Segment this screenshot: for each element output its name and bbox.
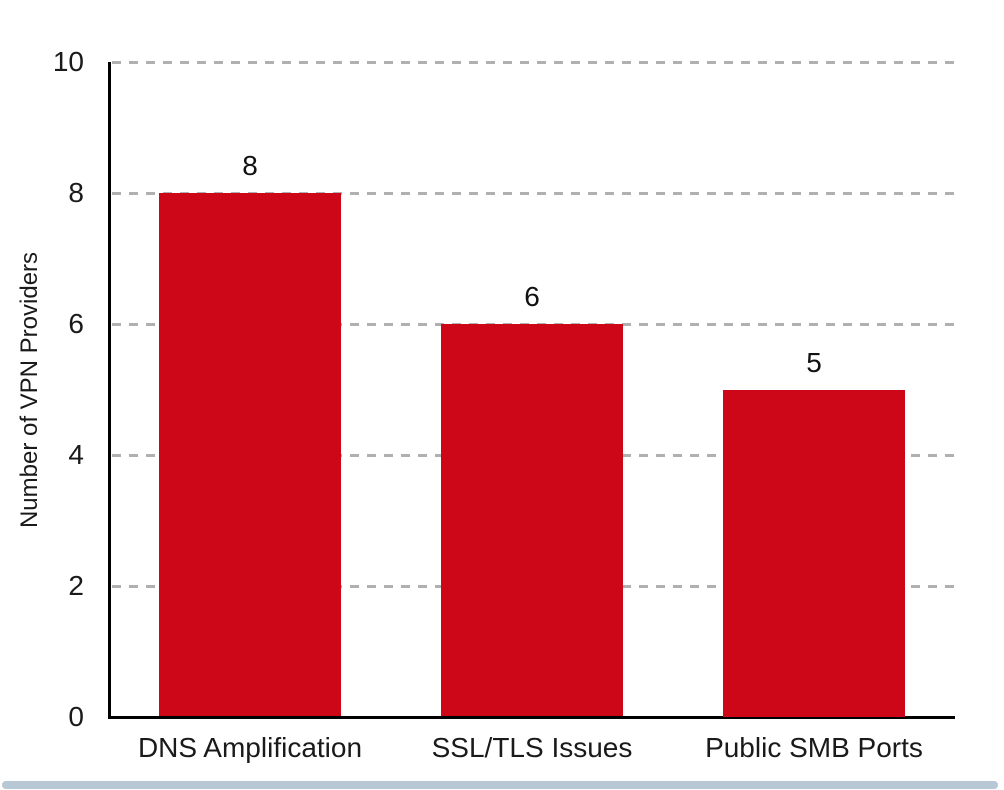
x-category-label: Public SMB Ports — [705, 732, 923, 763]
y-tick-label: 0 — [68, 701, 84, 732]
x-category-label: DNS Amplification — [137, 732, 363, 763]
bar-2 — [441, 324, 623, 716]
bar-1 — [159, 193, 341, 716]
bar-value-label: 8 — [242, 150, 258, 181]
bar-value-label: 6 — [524, 281, 540, 312]
y-tick-label: 8 — [68, 177, 84, 208]
y-tick-label: 6 — [68, 308, 84, 339]
bar-3 — [723, 390, 905, 717]
bar-value-label: 5 — [806, 347, 822, 378]
y-tick-label: 10 — [52, 46, 84, 77]
gridline-y10 — [112, 60, 955, 64]
y-tick-label: 2 — [68, 570, 84, 601]
x-axis-line — [108, 716, 955, 719]
x-category-label: SSL/TLS Issues — [431, 732, 633, 763]
gridline-y8 — [112, 191, 955, 195]
y-tick-label: 4 — [68, 439, 84, 470]
y-axis-title: Number of VPN Providers — [16, 251, 43, 529]
bottom-accent-bar — [2, 781, 998, 789]
y-axis-line — [108, 62, 111, 719]
